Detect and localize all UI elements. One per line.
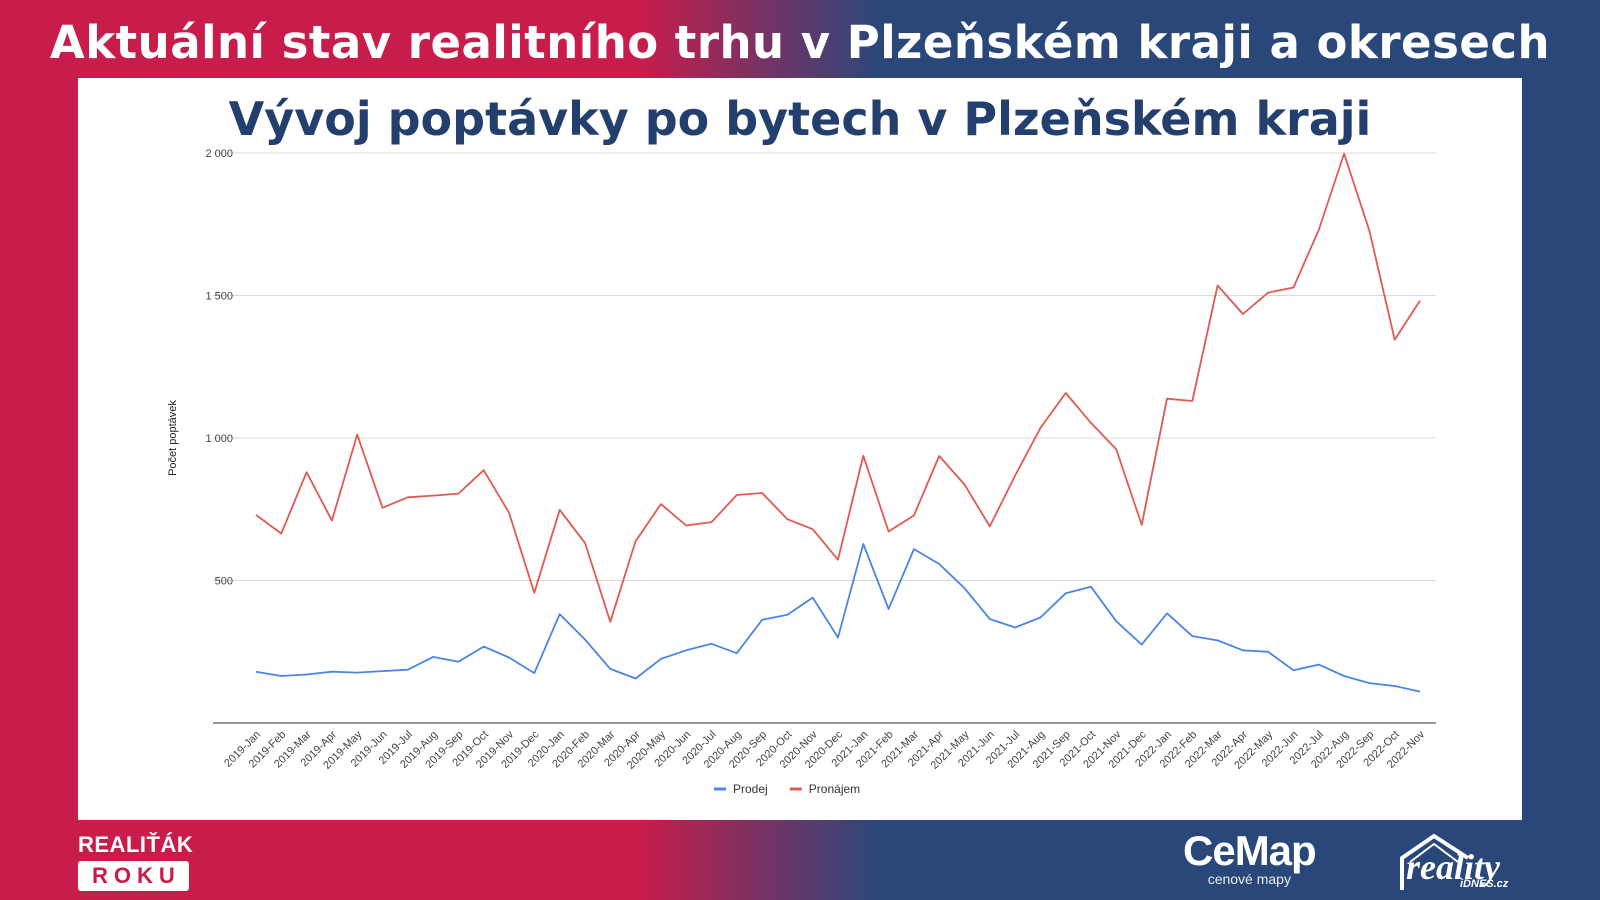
- y-tick-label: 1 000: [205, 433, 233, 445]
- chart-title: Vývoj poptávky po bytech v Plzeňském kra…: [228, 92, 1372, 146]
- y-tick-label: 500: [215, 576, 233, 588]
- legend-label: Pronájem: [809, 782, 860, 796]
- reality-idnes-logo: reality iDNES.cz: [1398, 832, 1524, 894]
- house-roof-icon: [1400, 833, 1470, 890]
- y-tick-label: 1 500: [205, 291, 233, 303]
- reality-logo-text: reality: [1406, 847, 1500, 887]
- chart-card: 500 1 000 1 500 2 000 Počet poptávek 2019-Jan…: [78, 78, 1522, 820]
- realitak-roku-logo: REALIŤÁK ROKU: [78, 832, 193, 891]
- series-line-prodej: [255, 543, 1421, 693]
- cemap-logo-subtitle: cenové mapy: [1207, 871, 1291, 887]
- banner-title: Aktuální stav realitního trhu v Plzeňské…: [49, 16, 1551, 69]
- series-line-pronájem: [255, 152, 1421, 623]
- y-axis-title: Počet poptávek: [167, 400, 179, 476]
- y-tick-label: 2 000: [205, 148, 233, 160]
- legend-label: Prodej: [733, 782, 768, 796]
- cemap-logo-text: CeMap: [1183, 827, 1317, 874]
- realitak-logo-text: REALIŤÁK: [78, 832, 194, 857]
- cemap-logo: CeMap cenové mapy: [1183, 827, 1317, 887]
- idnes-logo-text: iDNES.cz: [1460, 878, 1509, 890]
- roku-logo-box: ROKU: [78, 861, 189, 891]
